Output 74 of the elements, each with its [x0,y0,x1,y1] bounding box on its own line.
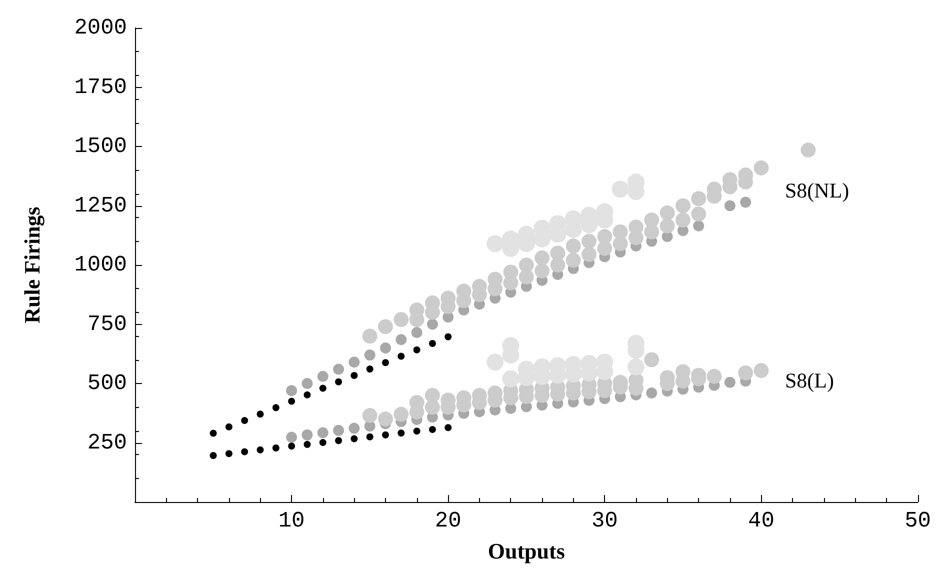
point [486,354,504,371]
y-axis-title: Rule Firings [20,206,44,324]
y-tick-label: 2000 [74,16,127,40]
point [335,437,342,444]
point [724,200,736,212]
point [740,196,752,208]
point [444,333,452,340]
point [398,430,405,437]
point [380,342,391,354]
point [411,327,422,338]
point [333,424,344,436]
point [272,404,280,412]
point [317,370,328,382]
point [413,428,420,435]
point [724,376,736,388]
x-tick-label: 20 [434,508,462,534]
point [225,450,232,458]
y-tick-label: 750 [87,312,127,337]
point [396,334,407,346]
point [288,442,296,450]
point [288,398,296,405]
point [628,358,644,376]
point [382,359,389,366]
point [335,378,342,386]
y-tick-label: 1750 [74,74,127,100]
point [426,318,438,330]
x-axis-title: Outputs [488,538,566,564]
point [348,356,360,368]
point [319,439,326,446]
point [317,427,328,438]
x-tick-label: 30 [591,508,618,534]
point [256,410,264,418]
x-tick-label: 40 [748,508,774,534]
point [302,429,313,440]
point [350,372,358,379]
y-tick-label: 250 [87,430,127,456]
point [210,452,217,460]
point [272,444,280,452]
point [646,387,658,398]
point [319,384,326,392]
point [502,370,520,388]
point [286,432,298,443]
point [241,416,248,424]
point [428,340,436,347]
x-tick-label: 10 [278,508,305,534]
annotation: S8(L) [785,368,834,392]
point [225,423,232,430]
point [444,424,452,432]
point [382,431,389,438]
y-tick-label: 1250 [74,193,127,218]
point [286,385,298,396]
point [333,364,344,375]
annotation: S8(NL) [785,178,850,202]
point [398,352,405,360]
point [304,440,311,448]
x-tick-label: 50 [904,508,931,534]
point [428,426,436,433]
y-tick-label: 1500 [74,134,127,159]
y-tick-label: 500 [87,371,127,396]
point [304,391,311,398]
point [256,446,264,454]
point [366,366,374,373]
y-tick-label: 1000 [74,252,127,278]
point [366,433,374,440]
point [413,346,420,354]
point [486,235,504,252]
point [302,378,313,389]
point [350,435,358,442]
point [693,220,704,232]
point [612,180,629,198]
point [364,350,376,361]
point [348,422,360,434]
point [210,430,217,437]
point [241,448,248,456]
